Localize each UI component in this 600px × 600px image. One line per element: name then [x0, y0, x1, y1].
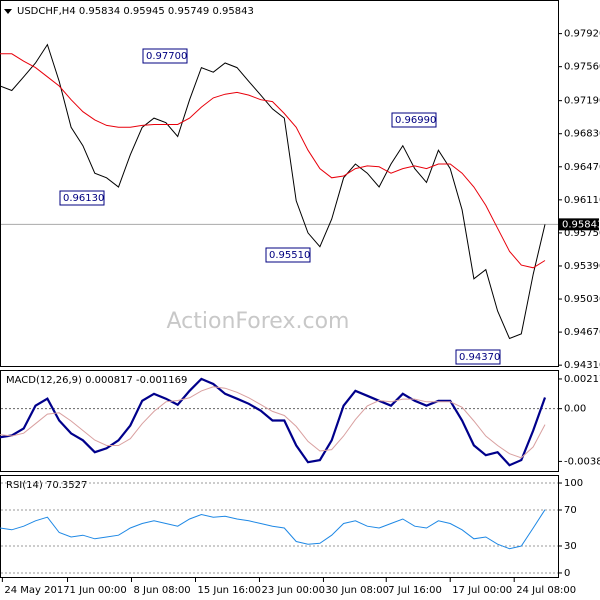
- rsi-title: RSI(14) 70.3527: [6, 480, 87, 491]
- annotation-box: [59, 190, 105, 206]
- annotation: 0.96990: [395, 115, 436, 126]
- annotation: 0.95510: [269, 250, 310, 261]
- y-tick-label: 0.00: [564, 404, 586, 415]
- x-tick-label: 23 Jun 00:00: [261, 585, 325, 596]
- annotation-box: [391, 112, 437, 128]
- series-line: [0, 53, 546, 269]
- annotation: 0.96130: [63, 193, 104, 204]
- series-line: [0, 509, 546, 550]
- last-price-label: 0.95843: [562, 219, 600, 230]
- annotation-box: [142, 48, 188, 64]
- y-tick-label: 70: [564, 505, 577, 516]
- watermark: ActionForex.com: [167, 309, 350, 334]
- x-tick-label: 24 Jul 08:00: [516, 585, 576, 596]
- x-tick-label: 17 Jul 00:00: [452, 585, 512, 596]
- annotation: 0.94370: [459, 352, 500, 363]
- y-tick-label: 0: [564, 568, 570, 579]
- rsi-panel: [0, 475, 559, 578]
- annotation-box: [265, 247, 311, 263]
- x-tick-label: 7 Jul 16:00: [388, 585, 442, 596]
- x-tick-label: 1 Jun 00:00: [70, 585, 127, 596]
- y-tick-label: 0.002177: [564, 374, 600, 385]
- y-tick-label: 30: [564, 541, 577, 552]
- series-line: [0, 386, 546, 459]
- last-price-box: [559, 218, 599, 231]
- annotation-box: [455, 349, 501, 365]
- x-tick-label: 24 May 2017: [4, 585, 69, 596]
- panel-arrow: [4, 9, 12, 14]
- series-line: [0, 377, 547, 467]
- price-panel: [0, 0, 559, 367]
- macd-panel: [0, 370, 559, 472]
- y-tick-label: -0.003864: [564, 456, 600, 467]
- series-line: [0, 43, 546, 340]
- annotation: 0.97700: [146, 51, 187, 62]
- macd-title: MACD(12,26,9) 0.000817 -0.001169: [6, 375, 187, 386]
- x-tick-label: 30 Jun 08:00: [325, 585, 389, 596]
- y-tick-label: 100: [564, 478, 583, 489]
- x-tick-label: 15 Jun 16:00: [197, 585, 261, 596]
- chart-title: USDCHF,H4 0.95834 0.95945 0.95749 0.9584…: [17, 6, 254, 17]
- x-tick-label: 8 Jun 08:00: [134, 585, 191, 596]
